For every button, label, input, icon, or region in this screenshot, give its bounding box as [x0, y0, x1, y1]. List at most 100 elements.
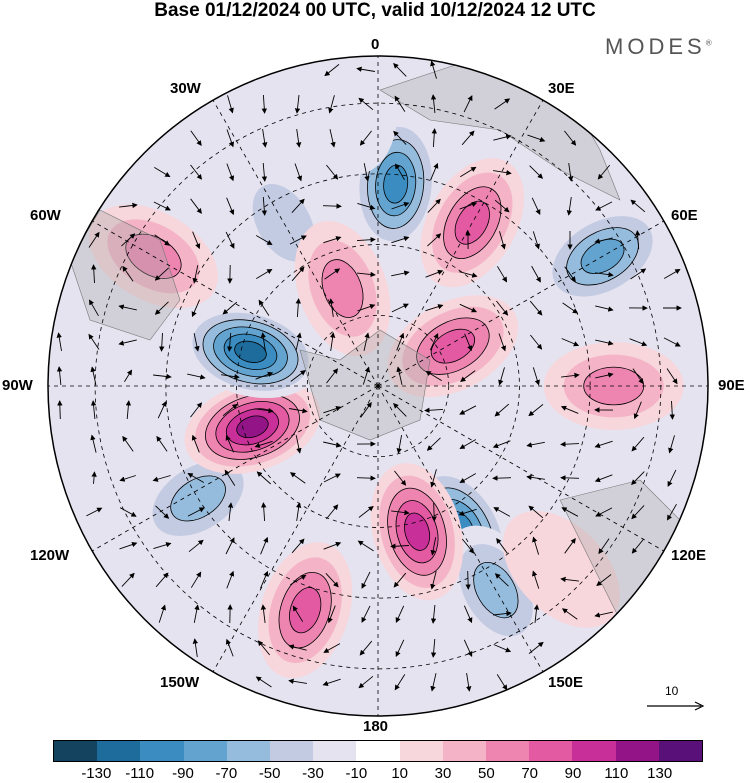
wind-arrow — [496, 537, 508, 554]
wind-arrow — [291, 198, 305, 214]
wind-arrow — [560, 441, 580, 447]
wind-arrow — [430, 638, 437, 658]
wind-arrow — [633, 401, 642, 420]
colorbar-tick-label: -130 — [81, 765, 112, 782]
wind-arrow — [359, 130, 372, 146]
wind-arrow — [460, 166, 477, 178]
wind-arrow — [463, 95, 473, 113]
wind-arrow — [667, 469, 677, 487]
colorbar-swatch — [183, 741, 227, 761]
wind-arrow — [560, 475, 580, 481]
wind-arrow — [667, 503, 677, 521]
wind-arrow — [430, 604, 437, 624]
anomaly-contour — [236, 415, 269, 439]
meridian-line — [92, 220, 379, 387]
wind-arrow — [634, 230, 641, 250]
wind-arrow — [88, 231, 100, 248]
colorbar — [53, 740, 703, 762]
wind-arrow — [595, 201, 613, 211]
wind-arrow — [88, 333, 100, 350]
wind-arrow — [459, 439, 477, 449]
wind-arrow — [528, 641, 544, 654]
wind-arrow — [356, 66, 375, 72]
wind-arrow — [225, 537, 235, 555]
wind-arrow — [327, 605, 336, 624]
wind-arrow — [493, 507, 511, 517]
colorbar-tick-label: 50 — [477, 765, 495, 782]
wind-arrow — [226, 197, 235, 216]
wind-arrow — [390, 543, 410, 549]
wind-arrow — [90, 366, 97, 385]
wind-arrow — [190, 571, 202, 588]
wind-arrow — [360, 401, 372, 418]
wind-arrow — [254, 440, 273, 448]
wind-arrow — [155, 572, 169, 588]
wind-arrow — [158, 604, 166, 623]
wind-arrow — [461, 130, 475, 146]
wind-arrow — [427, 233, 442, 247]
wind-arrow — [225, 638, 234, 657]
wind-arrow — [492, 475, 512, 481]
meridian-line — [212, 100, 379, 387]
wind-arrow — [663, 269, 681, 279]
wind-arrow — [564, 130, 577, 146]
wind-arrow — [463, 605, 473, 624]
wind-arrow — [294, 163, 303, 182]
colorbar-tick-label: -110 — [125, 765, 155, 782]
wind-arrow — [119, 475, 136, 482]
reference-arrow-icon — [647, 701, 705, 711]
wind-arrow — [391, 236, 410, 244]
wind-arrow — [190, 130, 202, 147]
wind-arrow — [493, 134, 512, 141]
wind-arrow — [459, 473, 477, 483]
wind-arrow — [594, 440, 613, 448]
wind-arrow — [192, 638, 199, 657]
wind-arrow — [493, 644, 512, 653]
wind-arrow — [394, 470, 407, 486]
wind-arrow — [595, 305, 614, 312]
map-disk — [48, 56, 708, 716]
wind-arrow — [498, 333, 507, 352]
wind-arrow — [119, 541, 138, 550]
meridian-line — [377, 220, 664, 387]
wind-arrow — [632, 368, 644, 385]
wind-arrow — [362, 366, 370, 385]
wind-arrow — [532, 231, 540, 250]
wind-arrow — [458, 508, 477, 516]
wind-arrow — [663, 337, 681, 347]
colorbar-tick-label: -10 — [345, 765, 368, 782]
wind-arrow — [391, 509, 410, 516]
wind-arrow — [494, 403, 510, 417]
wind-arrow — [528, 505, 544, 519]
wind-arrow — [122, 265, 134, 282]
wind-arrow — [595, 507, 613, 517]
wind-arrow — [154, 234, 171, 246]
anomaly-contour — [289, 587, 322, 634]
wind-arrow — [464, 333, 473, 352]
wind-arrow — [532, 570, 540, 589]
wind-arrow — [119, 202, 138, 209]
wind-arrow — [323, 236, 342, 244]
wind-arrow — [322, 203, 342, 209]
anomaly-contour — [404, 512, 431, 551]
wind-arrow — [594, 611, 613, 618]
wind-arrow — [424, 407, 444, 413]
wind-arrow — [357, 202, 376, 210]
wind-arrow — [393, 62, 407, 77]
lon-label-120e: 120E — [671, 547, 707, 564]
wind-arrow — [323, 441, 342, 448]
wind-arrow — [358, 97, 374, 111]
wind-arrow — [291, 538, 305, 554]
modes-logo-text: MODES — [605, 34, 706, 59]
wind-arrow — [465, 570, 471, 590]
wind-arrow — [425, 304, 444, 312]
wind-arrow — [561, 372, 580, 379]
wind-arrow — [666, 368, 678, 385]
wind-arrow — [295, 502, 302, 521]
wind-arrow — [191, 434, 200, 453]
wind-arrow — [430, 162, 439, 181]
latitude-circle — [236, 244, 520, 528]
wind-arrow — [629, 338, 648, 347]
wind-arrow — [124, 369, 133, 382]
wind-arrow — [391, 201, 410, 210]
